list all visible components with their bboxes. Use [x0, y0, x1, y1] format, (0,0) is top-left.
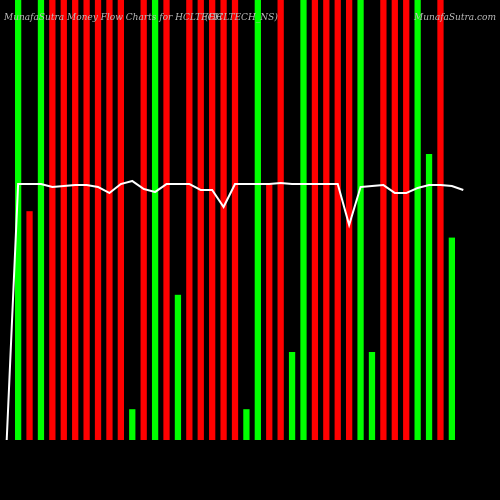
volume-bar [26, 211, 33, 440]
volume-bar [174, 294, 182, 440]
volume-bar [72, 0, 79, 440]
price-line [5, 179, 464, 441]
volume-bar [368, 352, 376, 440]
volume-bar [425, 154, 433, 440]
volume-bar [243, 409, 250, 440]
volume-bar [14, 0, 22, 440]
chart-title: MunafaSutra Money Flow Charts for HCLTEC… [3, 13, 223, 23]
volume-bar [448, 237, 456, 440]
volume-bar [197, 0, 204, 440]
volume-bar [83, 0, 90, 440]
volume-bar [403, 0, 410, 440]
volume-bar [129, 409, 136, 440]
volume-bar [60, 0, 67, 440]
chart-subtitle: (HCLTECH_NS) [205, 12, 278, 23]
volume-bar [391, 0, 398, 440]
volume-bar [277, 0, 284, 440]
volume-bar [117, 0, 124, 440]
volume-bar [151, 0, 159, 440]
volume-bar [323, 0, 330, 440]
volume-bar [94, 0, 102, 440]
volume-bar [186, 0, 193, 440]
volume-bar [220, 0, 227, 440]
volume-bar [380, 0, 387, 440]
volume-bar [300, 0, 307, 440]
volume-bar [334, 0, 341, 440]
volume-bar [311, 0, 319, 440]
volume-bar [357, 0, 364, 440]
volume-bar [163, 0, 170, 440]
volume-bar [49, 0, 56, 440]
volume-bar [231, 0, 239, 440]
volume-bar [37, 0, 45, 440]
volume-bar [414, 0, 421, 440]
volume-bar [209, 0, 216, 440]
source: MunafaSutra.com [413, 13, 496, 23]
volume-bar [254, 0, 261, 440]
volume-bar [346, 0, 353, 440]
volume-bar [140, 0, 147, 440]
volume-bar [288, 352, 296, 440]
volume-bar [266, 184, 273, 440]
volume-bar [106, 0, 113, 440]
volume-bar [437, 0, 444, 440]
